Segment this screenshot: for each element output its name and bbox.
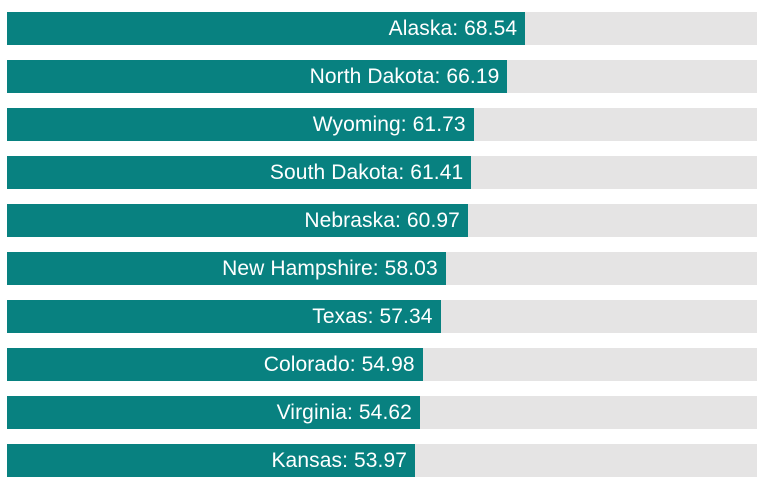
bar-row: South Dakota: 61.41 (7, 156, 757, 189)
bar-label: Alaska: 68.54 (388, 17, 518, 40)
bar-row: Nebraska: 60.97 (7, 204, 757, 237)
bar-label: Virginia: 54.62 (276, 401, 412, 424)
bar-row: Kansas: 53.97 (7, 444, 757, 477)
bar-label: South Dakota: 61.41 (269, 161, 464, 184)
bar: Virginia: 54.62 (7, 396, 420, 429)
bar-row: Wyoming: 61.73 (7, 108, 757, 141)
bar-row: North Dakota: 66.19 (7, 60, 757, 93)
bar-label: Wyoming: 61.73 (312, 113, 466, 136)
bar: Alaska: 68.54 (7, 12, 526, 45)
bar: North Dakota: 66.19 (7, 60, 508, 93)
bar: Kansas: 53.97 (7, 444, 416, 477)
bar: New Hampshire: 58.03 (7, 252, 446, 285)
bar-row: New Hampshire: 58.03 (7, 252, 757, 285)
bar-row: Texas: 57.34 (7, 300, 757, 333)
bar-label: Kansas: 53.97 (271, 449, 408, 472)
bar-label: Texas: 57.34 (312, 305, 433, 328)
bar: Colorado: 54.98 (7, 348, 423, 381)
bar: Texas: 57.34 (7, 300, 441, 333)
bar-label: New Hampshire: 58.03 (222, 257, 438, 280)
bar-label: Colorado: 54.98 (263, 353, 415, 376)
bar-row: Colorado: 54.98 (7, 348, 757, 381)
bar-row: Alaska: 68.54 (7, 12, 757, 45)
bar: South Dakota: 61.41 (7, 156, 472, 189)
bar-label: Nebraska: 60.97 (304, 209, 460, 232)
bar: Wyoming: 61.73 (7, 108, 474, 141)
bar: Nebraska: 60.97 (7, 204, 468, 237)
bar-label: North Dakota: 66.19 (309, 65, 500, 88)
bar-row: Virginia: 54.62 (7, 396, 757, 429)
